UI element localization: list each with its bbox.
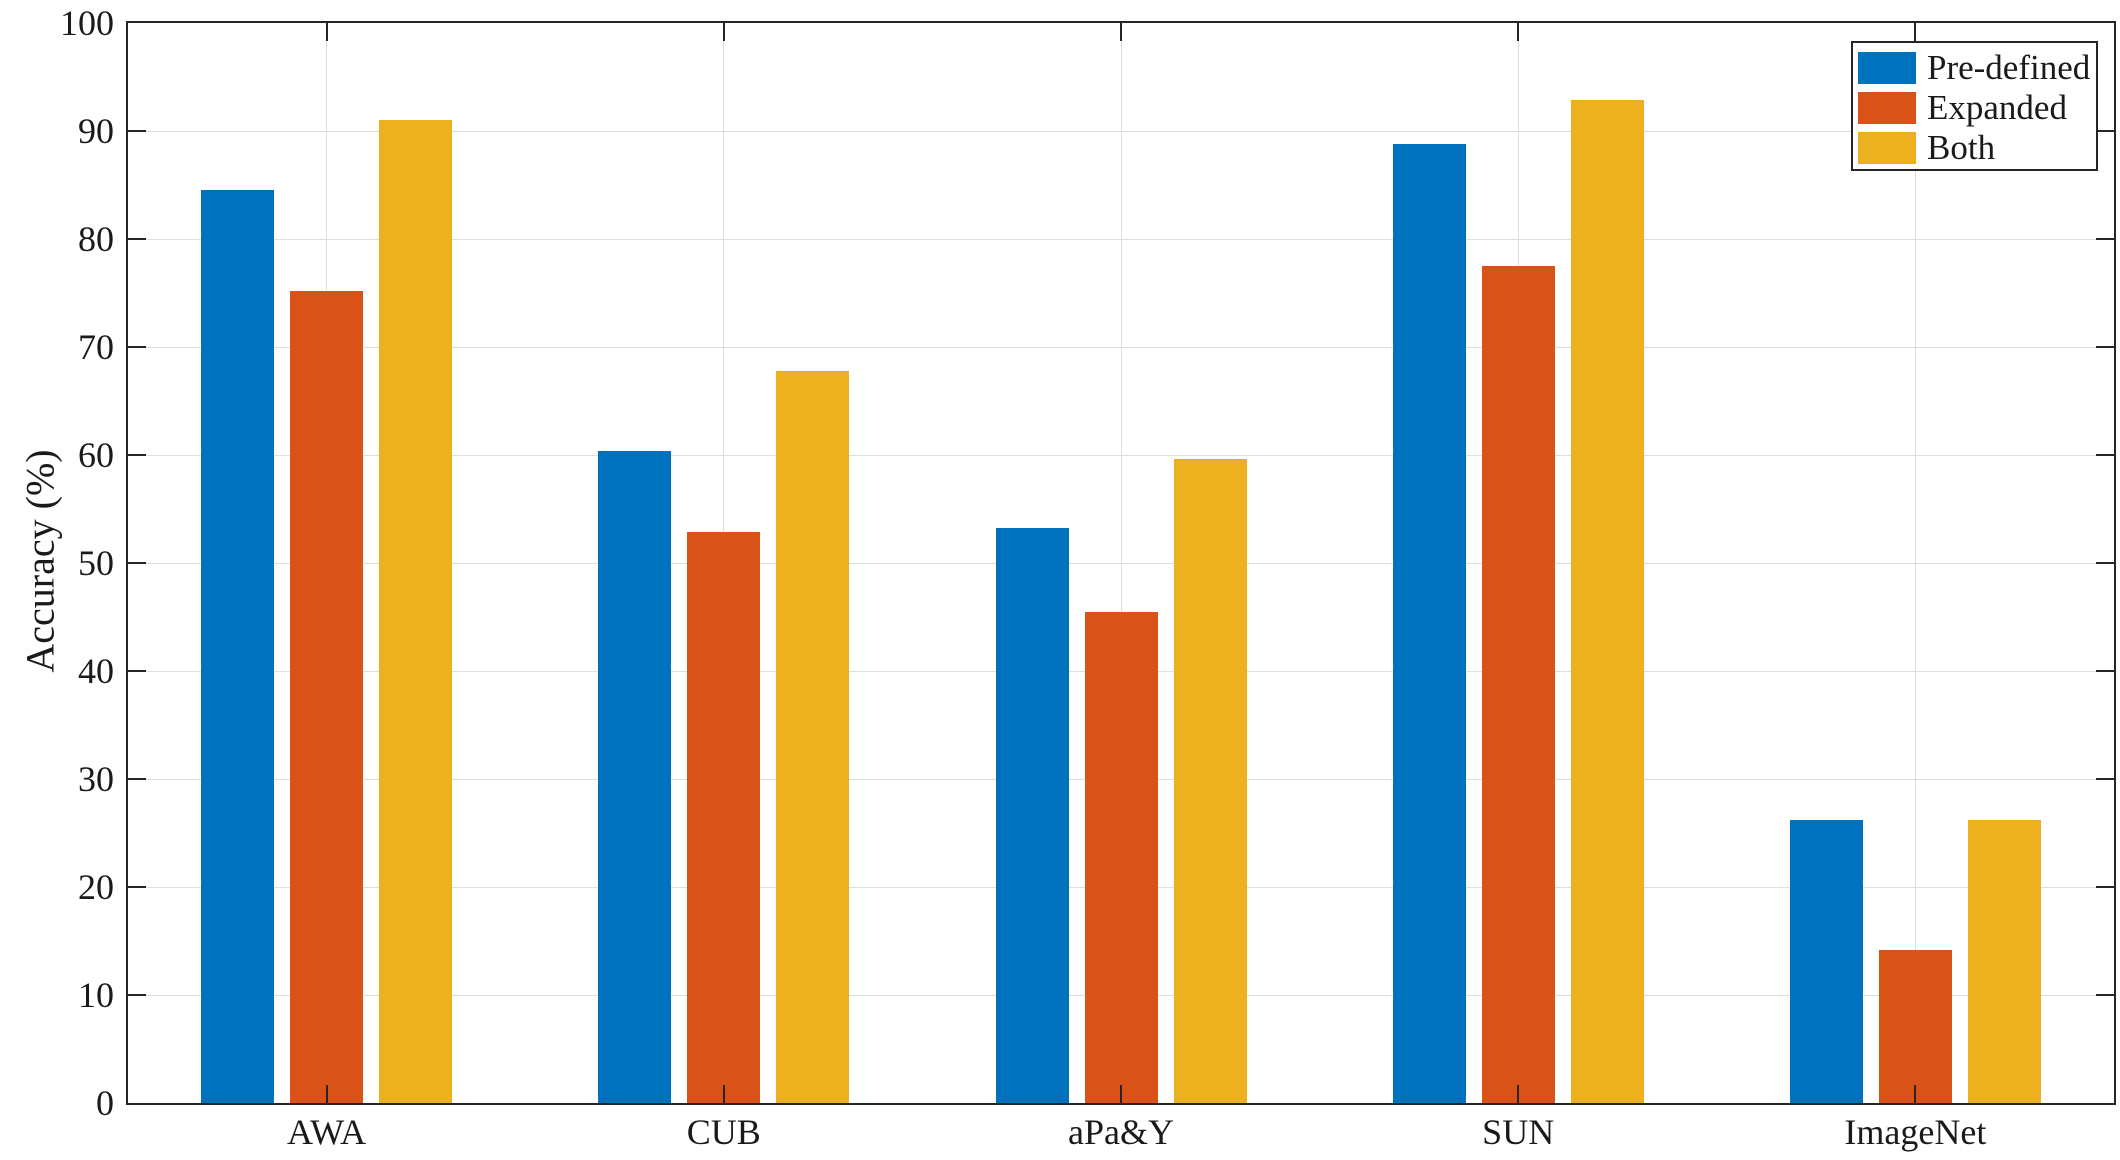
y-tick-right	[2096, 238, 2114, 240]
bar-pre-defined-apa&y	[995, 528, 1069, 1103]
bar-pre-defined-imagenet	[1789, 820, 1863, 1103]
x-tick-label: AWA	[287, 1112, 367, 1152]
y-tick-left	[128, 778, 146, 780]
x-tick-bottom	[1120, 1085, 1122, 1103]
x-tick-top	[1914, 23, 1917, 41]
y-tick-right	[2096, 994, 2114, 996]
y-tick-label: 60	[78, 435, 114, 475]
y-tick-label: 0	[96, 1083, 114, 1123]
legend-swatch	[1858, 92, 1916, 124]
gridline-v	[1120, 23, 1122, 1103]
legend-swatch	[1858, 52, 1916, 84]
bar-both-sun	[1570, 99, 1644, 1103]
x-tick-top	[1517, 23, 1520, 41]
y-tick-left	[128, 562, 146, 564]
legend-row: Both	[1853, 128, 2096, 168]
y-tick-right	[2096, 562, 2114, 564]
legend-label: Pre-defined	[1927, 48, 2091, 87]
y-tick-right	[2096, 346, 2114, 348]
bar-pre-defined-cub	[598, 450, 672, 1103]
y-tick-left	[128, 454, 146, 456]
x-tick-top	[325, 23, 328, 41]
y-tick-left	[128, 346, 146, 348]
bar-pre-defined-sun	[1392, 143, 1466, 1103]
bar-expanded-sun	[1481, 266, 1555, 1103]
bar-both-awa	[379, 120, 453, 1103]
y-tick-label: 20	[78, 867, 114, 907]
y-tick-left	[128, 670, 146, 672]
y-tick-label: 40	[78, 651, 114, 691]
legend: Pre-defined Expanded Both	[1851, 41, 2098, 171]
x-tick-bottom	[1914, 1085, 1917, 1103]
legend-label: Expanded	[1927, 88, 2067, 127]
x-tick-label: SUN	[1482, 1112, 1555, 1152]
x-tick-bottom	[722, 1085, 725, 1103]
legend-row: Expanded	[1853, 88, 2096, 128]
y-tick-label: 70	[78, 327, 114, 367]
bar-expanded-imagenet	[1878, 949, 1952, 1103]
x-tick-label: CUB	[686, 1112, 761, 1152]
bar-expanded-apa&y	[1084, 611, 1158, 1103]
plot-area	[126, 21, 2116, 1105]
x-tick-bottom	[325, 1085, 328, 1103]
bar-pre-defined-awa	[201, 190, 275, 1103]
y-tick-right	[2096, 778, 2114, 780]
bar-expanded-cub	[687, 531, 761, 1103]
y-tick-right	[2096, 130, 2114, 132]
y-tick-left	[128, 886, 146, 888]
y-tick-right	[2096, 454, 2114, 456]
x-tick-label: ImageNet	[1844, 1112, 1987, 1152]
bar-both-cub	[776, 370, 850, 1103]
y-tick-left	[128, 994, 146, 996]
legend-swatch	[1858, 132, 1916, 164]
y-tick-right	[2096, 886, 2114, 888]
legend-row: Pre-defined	[1853, 48, 2096, 88]
y-tick-label: 90	[78, 111, 114, 151]
y-tick-left	[128, 130, 146, 132]
y-tick-label: 10	[78, 975, 114, 1015]
legend-label: Both	[1927, 128, 1996, 167]
bar-expanded-awa	[290, 290, 364, 1103]
gridline-v	[1914, 23, 1916, 1103]
x-tick-top	[722, 23, 725, 41]
bar-both-apa&y	[1173, 459, 1247, 1103]
y-tick-label: 100	[60, 3, 114, 43]
y-tick-label: 50	[78, 543, 114, 583]
y-tick-right	[2096, 670, 2114, 672]
bar-both-imagenet	[1967, 820, 2041, 1103]
y-tick-left	[128, 238, 146, 240]
x-tick-top	[1120, 23, 1122, 41]
y-tick-label: 80	[78, 219, 114, 259]
x-tick-label: aPa&Y	[1068, 1112, 1174, 1152]
x-tick-bottom	[1517, 1085, 1520, 1103]
y-tick-label: 30	[78, 759, 114, 799]
